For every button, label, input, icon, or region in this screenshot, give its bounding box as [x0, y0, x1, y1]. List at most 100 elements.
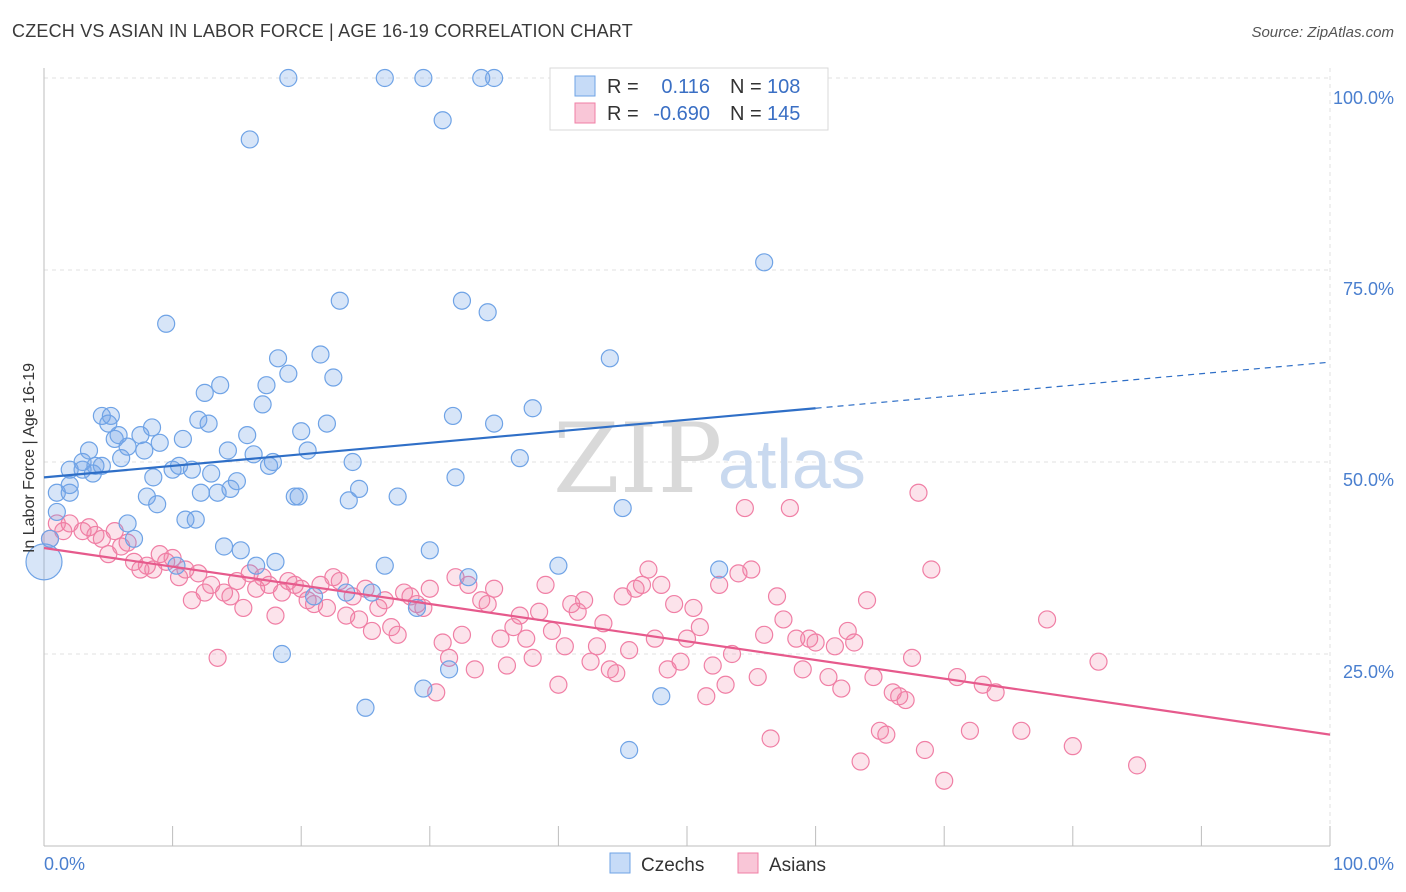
point-asians-49 — [362, 621, 382, 641]
point-czechs-65 — [298, 441, 317, 460]
point-asians-79 — [555, 637, 574, 656]
point-asians-97 — [671, 652, 690, 671]
point-asians-91 — [632, 575, 652, 594]
legend-bottom-swatch-czechs — [609, 852, 631, 874]
point-czechs-33 — [173, 429, 192, 449]
point-czechs-97 — [600, 349, 619, 368]
point-asians-94 — [652, 575, 671, 594]
point-czechs-1 — [40, 529, 60, 548]
point-czechs-39 — [195, 383, 214, 402]
legend-r-label-czechs: R = — [607, 76, 639, 98]
point-asians-122 — [838, 621, 857, 641]
trend-line-czechs-extension — [815, 361, 1331, 409]
point-asians-75 — [530, 602, 549, 621]
point-czechs-27 — [148, 495, 167, 514]
point-czechs-50 — [240, 130, 259, 149]
point-asians-110 — [755, 625, 774, 644]
point-czechs-54 — [257, 376, 276, 395]
source-label: Source: ZipAtlas.com — [1251, 24, 1394, 41]
point-czechs-76 — [362, 583, 382, 602]
point-asians-60 — [433, 633, 452, 652]
point-czechs-100 — [652, 687, 671, 706]
point-czechs-47 — [227, 472, 246, 491]
point-czechs-59 — [272, 644, 292, 664]
legend-swatch-asians — [574, 102, 596, 124]
point-asians-68 — [485, 579, 504, 598]
point-asians-76 — [536, 575, 555, 594]
point-asians-78 — [549, 675, 568, 694]
point-czechs-89 — [459, 568, 478, 587]
point-czechs-58 — [268, 349, 288, 368]
legend-n-value-asians: 145 — [767, 103, 800, 125]
point-asians-77 — [542, 621, 562, 641]
point-asians-99 — [684, 598, 703, 618]
point-asians-140 — [986, 683, 1005, 702]
chart-title: CZECH VS ASIAN IN LABOR FORCE | AGE 16-1… — [12, 21, 633, 41]
point-asians-115 — [787, 629, 806, 648]
point-asians-131 — [896, 690, 915, 710]
point-asians-133 — [909, 483, 928, 502]
point-czechs-99 — [620, 740, 639, 760]
point-czechs-90 — [472, 68, 491, 88]
legend-bottom: Czechs Asians — [609, 852, 826, 876]
legend-n-label-asians: N = — [730, 103, 762, 125]
point-asians-93 — [645, 629, 664, 648]
point-czechs-48 — [231, 541, 250, 560]
point-czechs-43 — [211, 376, 230, 395]
point-czechs-12 — [92, 456, 111, 475]
point-asians-73 — [517, 629, 536, 648]
point-czechs-96 — [549, 556, 568, 575]
legend-bottom-label-czechs: Czechs — [641, 855, 704, 876]
legend-bottom-label-asians: Asians — [769, 855, 826, 876]
point-asians-119 — [819, 667, 838, 687]
point-asians-83 — [581, 652, 600, 671]
point-czechs-5 — [60, 475, 79, 495]
point-czechs-84 — [433, 111, 452, 130]
point-asians-63 — [452, 625, 472, 644]
y-tick-label-100: 100.0% — [1333, 88, 1394, 108]
point-czechs-67 — [311, 345, 330, 364]
watermark-zip: ZIP — [553, 403, 722, 515]
point-czechs-53 — [253, 395, 272, 414]
point-czechs-88 — [452, 291, 472, 310]
point-czechs-68 — [317, 414, 337, 433]
point-asians-34 — [266, 606, 285, 625]
point-asians-29 — [234, 598, 253, 618]
point-asians-74 — [523, 648, 542, 667]
trend-line-czechs — [43, 407, 816, 479]
point-asians-108 — [742, 560, 761, 579]
point-czechs-37 — [189, 410, 208, 429]
point-czechs-73 — [343, 452, 362, 472]
point-asians-116 — [793, 660, 812, 679]
point-asians-81 — [568, 602, 587, 621]
point-asians-134 — [915, 740, 935, 760]
point-asians-25 — [208, 648, 227, 667]
point-asians-125 — [857, 591, 877, 610]
point-czechs-80 — [414, 68, 433, 88]
point-czechs-66 — [304, 587, 324, 606]
legend-n-label-czechs: N = — [730, 76, 762, 98]
point-czechs-45 — [218, 441, 237, 460]
point-czechs-70 — [330, 291, 349, 310]
point-czechs-15 — [101, 406, 120, 426]
point-asians-65 — [465, 660, 484, 679]
point-czechs-11 — [86, 456, 105, 475]
point-czechs-49 — [238, 426, 257, 445]
point-asians-89 — [620, 641, 639, 660]
legend-r-value-asians: -0.690 — [653, 103, 710, 125]
legend-top: R = 0.116 N = 108 R = -0.690 N = 145 — [549, 67, 829, 131]
point-asians-144 — [1089, 652, 1108, 671]
legend-r-value-czechs: 0.116 — [661, 76, 710, 98]
point-asians-112 — [767, 587, 787, 606]
point-czechs-95 — [523, 399, 542, 418]
point-czechs-0 — [25, 543, 63, 581]
legend-bottom-swatch-asians — [737, 852, 759, 874]
point-asians-103 — [710, 575, 729, 594]
legend-r-label-asians: R = — [607, 103, 639, 125]
series-asians — [40, 483, 1147, 790]
point-czechs-28 — [150, 433, 169, 452]
point-asians-44 — [330, 571, 349, 591]
watermark-atlas: atlas — [718, 425, 866, 503]
point-czechs-38 — [191, 483, 210, 502]
point-czechs-74 — [349, 479, 369, 498]
